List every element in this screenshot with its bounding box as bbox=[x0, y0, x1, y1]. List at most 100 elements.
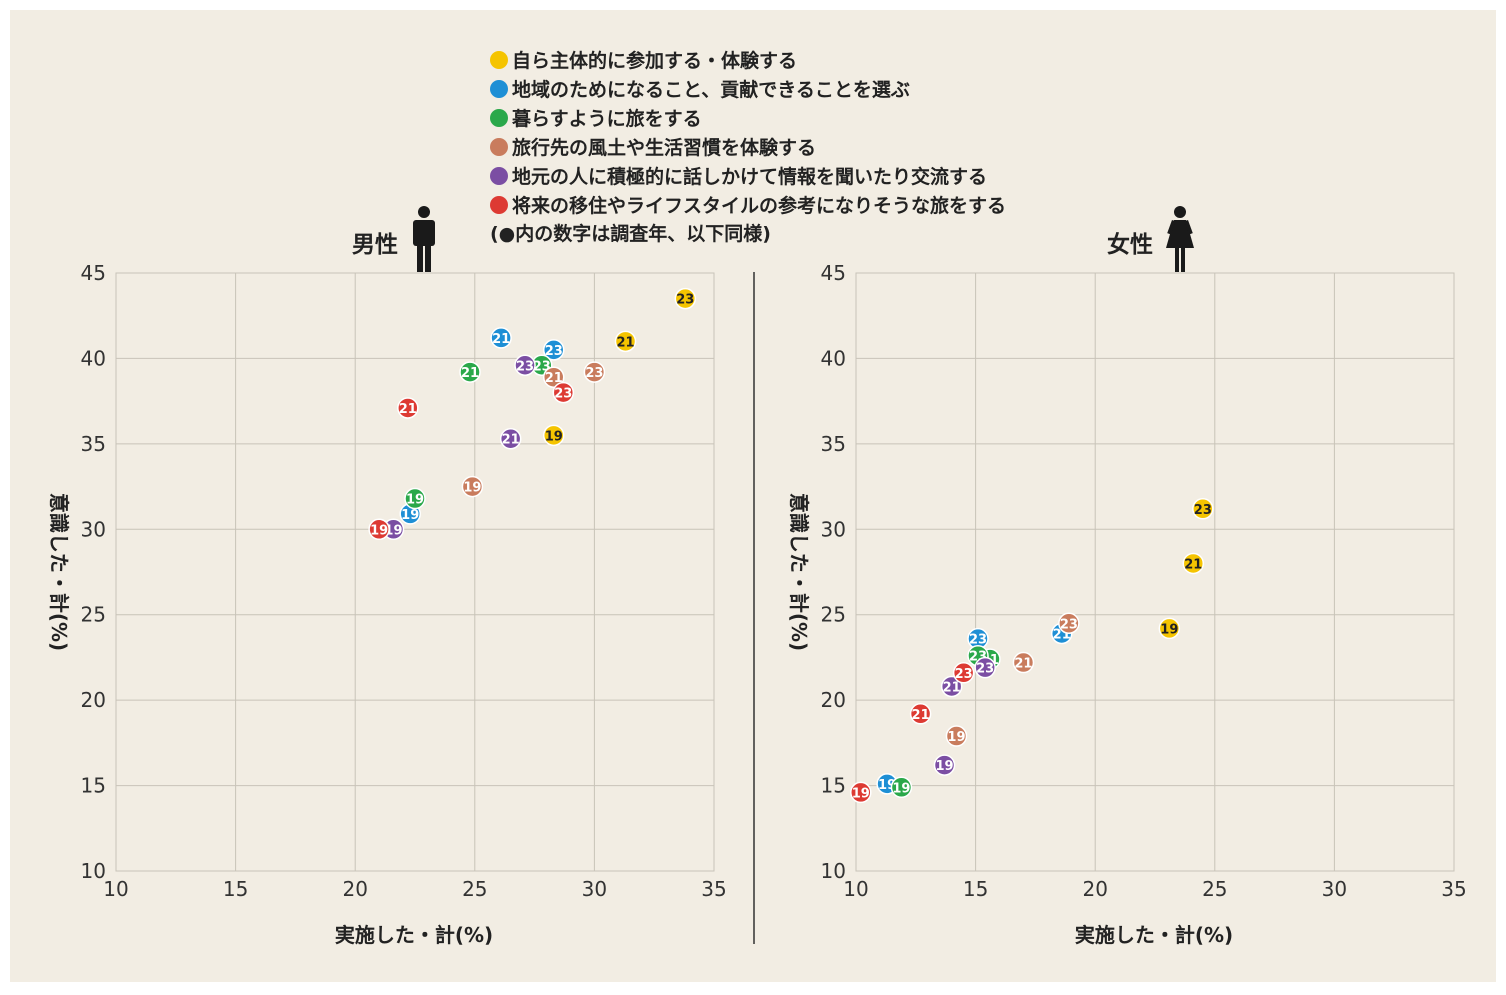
data-point bbox=[614, 330, 637, 353]
data-point-label: 23 bbox=[554, 387, 572, 402]
data-point-label: 23 bbox=[1194, 503, 1212, 518]
data-point bbox=[940, 675, 963, 698]
data-point-label: 19 bbox=[545, 429, 563, 444]
y-tick-label: 10 bbox=[821, 859, 846, 883]
data-point-label: 23 bbox=[976, 662, 994, 677]
data-point-label: 23 bbox=[676, 293, 694, 308]
legend-marker-s4 bbox=[490, 138, 508, 156]
data-point-label: 23 bbox=[585, 366, 603, 381]
person-icon-female bbox=[1166, 206, 1194, 272]
data-point bbox=[974, 656, 996, 679]
data-point-label: 19 bbox=[463, 481, 481, 496]
data-point-label: 23 bbox=[1060, 617, 1078, 632]
legend-label-s4: 旅行先の風土や生活習慣を体験する bbox=[512, 136, 816, 159]
data-point bbox=[909, 703, 932, 725]
x-tick-label: 10 bbox=[843, 877, 868, 901]
data-point-label: 21 bbox=[943, 680, 961, 695]
data-point bbox=[514, 354, 536, 377]
data-point bbox=[542, 424, 565, 447]
data-point bbox=[490, 327, 512, 349]
x-tick-label: 25 bbox=[1202, 877, 1227, 901]
data-point bbox=[1182, 552, 1205, 575]
x-tick-label: 20 bbox=[1082, 877, 1107, 901]
x-axis-label-male: 実施した・計(%) bbox=[335, 923, 493, 947]
data-point-label: 19 bbox=[1160, 622, 1178, 637]
data-point-label: 19 bbox=[406, 493, 424, 508]
data-point bbox=[404, 487, 426, 510]
data-point bbox=[1192, 498, 1214, 520]
scatter-panel-male: 男性 実施した・計(%) 意識した・計(%) 10 15 20 25 30 35 10 15 2… bbox=[47, 206, 727, 947]
y-tick-label: 20 bbox=[821, 688, 846, 712]
panel-title-female: 女性 bbox=[1107, 231, 1153, 258]
y-tick-label: 15 bbox=[821, 774, 846, 798]
x-tick-label: 20 bbox=[342, 877, 367, 901]
legend: 自ら主体的に参加する・体験する地域のためになること、貢献できることを選ぶ暮らすよ… bbox=[490, 49, 1006, 217]
legend-label-s3: 暮らすように旅をする bbox=[511, 107, 702, 130]
person-icon-male bbox=[413, 206, 435, 272]
y-tick-label: 30 bbox=[821, 517, 846, 541]
data-point bbox=[499, 427, 522, 450]
y-tick-label: 40 bbox=[81, 346, 106, 370]
legend-marker-s1 bbox=[490, 51, 508, 69]
legend-marker-s6 bbox=[490, 196, 508, 214]
data-point bbox=[583, 361, 606, 383]
data-point-label: 19 bbox=[852, 786, 870, 801]
y-tick-label: 45 bbox=[81, 261, 106, 285]
data-point-label: 19 bbox=[892, 781, 910, 796]
data-point bbox=[850, 781, 872, 804]
y-tick-label: 30 bbox=[81, 517, 106, 541]
data-point bbox=[542, 339, 565, 361]
y-axis-label-male: 意識した・計(%) bbox=[47, 493, 71, 651]
data-point-label: 23 bbox=[969, 633, 987, 648]
y-tick-label: 25 bbox=[821, 603, 846, 627]
data-point-label: 21 bbox=[616, 335, 634, 350]
data-point-label: 21 bbox=[912, 708, 930, 723]
y-tick-label: 40 bbox=[821, 346, 846, 370]
data-point-label: 23 bbox=[955, 667, 973, 682]
legend-marker-s5 bbox=[490, 167, 508, 185]
legend-note: (●内の数字は調査年、以下同様) bbox=[490, 222, 771, 245]
y-tick-label: 20 bbox=[81, 688, 106, 712]
x-tick-label: 15 bbox=[223, 877, 248, 901]
data-point bbox=[1012, 651, 1035, 674]
y-tick-label: 45 bbox=[821, 261, 846, 285]
data-point-label: 23 bbox=[545, 344, 563, 359]
data-point bbox=[459, 361, 481, 383]
x-tick-label: 30 bbox=[582, 877, 607, 901]
data-point-label: 23 bbox=[516, 359, 534, 374]
data-point-label: 21 bbox=[502, 433, 520, 448]
data-point-label: 19 bbox=[947, 730, 965, 745]
data-point bbox=[552, 381, 575, 404]
data-point-label: 19 bbox=[401, 508, 419, 523]
legend-label-s1: 自ら主体的に参加する・体験する bbox=[512, 49, 797, 72]
x-tick-label: 35 bbox=[1441, 877, 1466, 901]
data-point-label: 19 bbox=[935, 759, 953, 774]
y-axis-label-female: 意識した・計(%) bbox=[787, 493, 811, 651]
data-point bbox=[1058, 612, 1080, 635]
x-tick-label: 25 bbox=[462, 877, 487, 901]
x-tick-label: 10 bbox=[103, 877, 128, 901]
data-point-label: 21 bbox=[1014, 657, 1032, 672]
data-point bbox=[674, 287, 697, 310]
data-point-label: 21 bbox=[1184, 557, 1202, 572]
chart-background bbox=[10, 10, 1496, 982]
y-tick-label: 25 bbox=[81, 603, 106, 627]
data-point bbox=[461, 475, 484, 498]
data-point-label: 21 bbox=[399, 402, 417, 417]
scatter-panel-female: 女性 実施した・計(%) 意識した・計(%) 10 15 20 25 30 35 10 15 2… bbox=[787, 206, 1467, 947]
data-point-label: 21 bbox=[461, 366, 479, 381]
legend-label-s6: 将来の移住やライフスタイルの参考になりそうな旅をする bbox=[512, 194, 1006, 217]
legend-marker-s3 bbox=[490, 109, 508, 127]
data-point-label: 21 bbox=[492, 332, 510, 347]
data-point bbox=[890, 776, 913, 799]
y-tick-label: 15 bbox=[81, 774, 106, 798]
data-point-label: 21 bbox=[545, 371, 563, 386]
x-tick-label: 30 bbox=[1322, 877, 1347, 901]
legend-label-s2: 地域のためになること、貢献できることを選ぶ bbox=[512, 78, 910, 101]
x-tick-label: 35 bbox=[701, 877, 726, 901]
data-point bbox=[945, 725, 968, 747]
data-point bbox=[933, 754, 956, 776]
y-tick-label: 10 bbox=[81, 859, 106, 883]
x-axis-label-female: 実施した・計(%) bbox=[1075, 923, 1233, 947]
